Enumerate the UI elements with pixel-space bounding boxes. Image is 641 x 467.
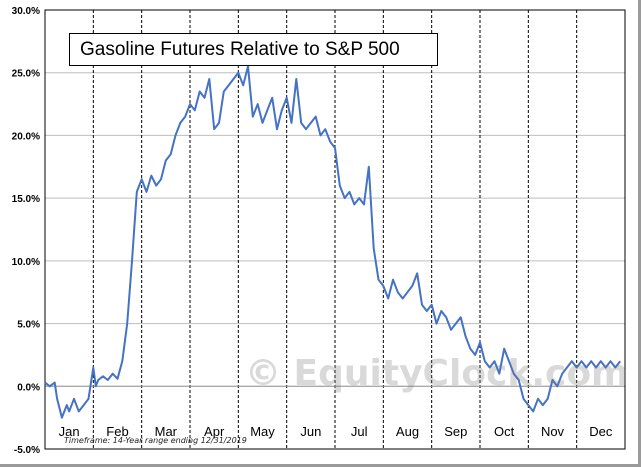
- y-tick-label: 20.0%: [12, 131, 40, 142]
- series-line: [44, 65, 621, 419]
- x-tick-label: Jul: [351, 424, 368, 439]
- x-tick-label: Dec: [589, 424, 613, 439]
- y-tick-label: 15.0%: [12, 194, 40, 205]
- x-tick-label: Jan: [59, 424, 80, 439]
- y-tick-label: 25.0%: [12, 69, 40, 80]
- x-tick-label: Aug: [396, 424, 419, 439]
- y-tick-label: 30.0%: [12, 6, 40, 17]
- x-tick-label: Jun: [300, 424, 321, 439]
- x-tick-label: May: [250, 424, 275, 439]
- x-tick-label: Mar: [155, 424, 178, 439]
- chart-title: Gasoline Futures Relative to S&P 500: [69, 33, 438, 66]
- y-tick-label: 10.0%: [12, 257, 40, 268]
- y-tick-label: 5.0%: [17, 320, 40, 331]
- x-tick-label: Sep: [444, 424, 467, 439]
- y-tick-label: -5.0%: [14, 445, 40, 456]
- timeframe-note: Timeframe: 14-Year range ending 12/31/20…: [64, 436, 247, 445]
- x-tick-label: Nov: [541, 424, 565, 439]
- x-tick-label: Oct: [494, 424, 515, 439]
- x-tick-label: Apr: [204, 424, 225, 439]
- watermark: © EquityClock.com: [245, 353, 629, 394]
- y-tick-label: 0.0%: [17, 382, 40, 393]
- plot-border: [44, 9, 626, 450]
- x-tick-label: Feb: [106, 424, 128, 439]
